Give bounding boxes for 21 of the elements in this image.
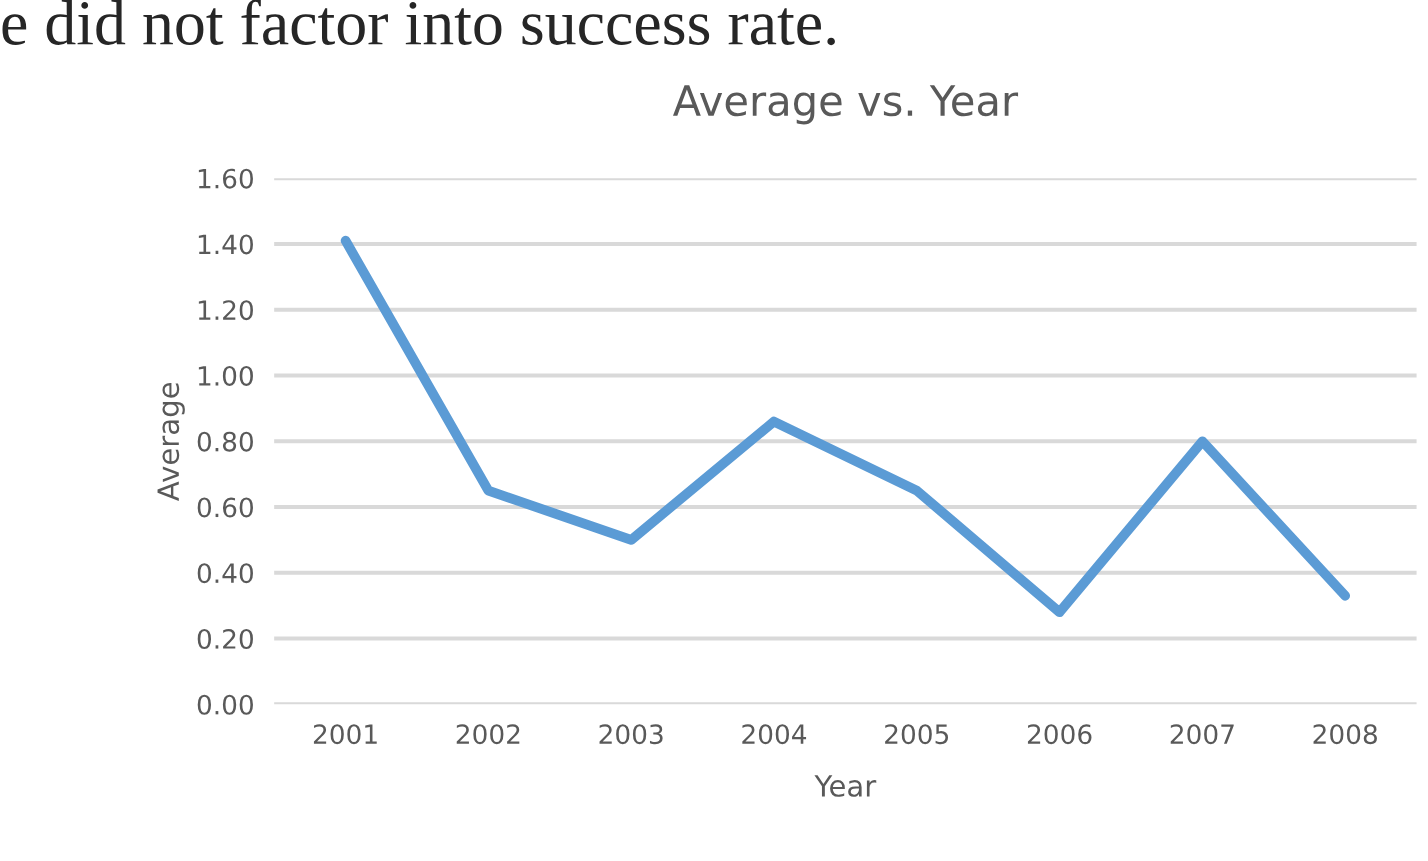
chart-title: Average vs. Year	[672, 85, 1019, 125]
y-tick-label: 0.80	[197, 431, 253, 452]
y-tick-label: 1.60	[198, 168, 253, 189]
x-tick-label: 2006	[1027, 724, 1092, 745]
x-tick-label: 2004	[742, 724, 807, 745]
y-tick-label: 0.00	[197, 694, 253, 715]
y-tick-label: 1.00	[198, 365, 253, 386]
x-tick-label: 2008	[1313, 724, 1377, 745]
x-tick-label: 2005	[885, 724, 949, 745]
text: e did not factor into success rate.	[2, 0, 835, 46]
y-tick-label: 1.20	[198, 300, 253, 321]
y-tick-label: 0.60	[197, 497, 253, 518]
x-tick-label: 2007	[1170, 724, 1234, 745]
y-tick-label: 1.40	[198, 234, 253, 255]
x-tick-label: 2003	[599, 724, 663, 745]
x-tick-label: 2001	[313, 724, 377, 745]
x-axis-title: Year	[814, 775, 877, 797]
y-tick-label: 0.20	[197, 628, 253, 649]
y-tick-label: 0.40	[197, 563, 253, 584]
x-tick-label: 2002	[456, 724, 520, 745]
y-axis-title: Average	[157, 382, 185, 501]
